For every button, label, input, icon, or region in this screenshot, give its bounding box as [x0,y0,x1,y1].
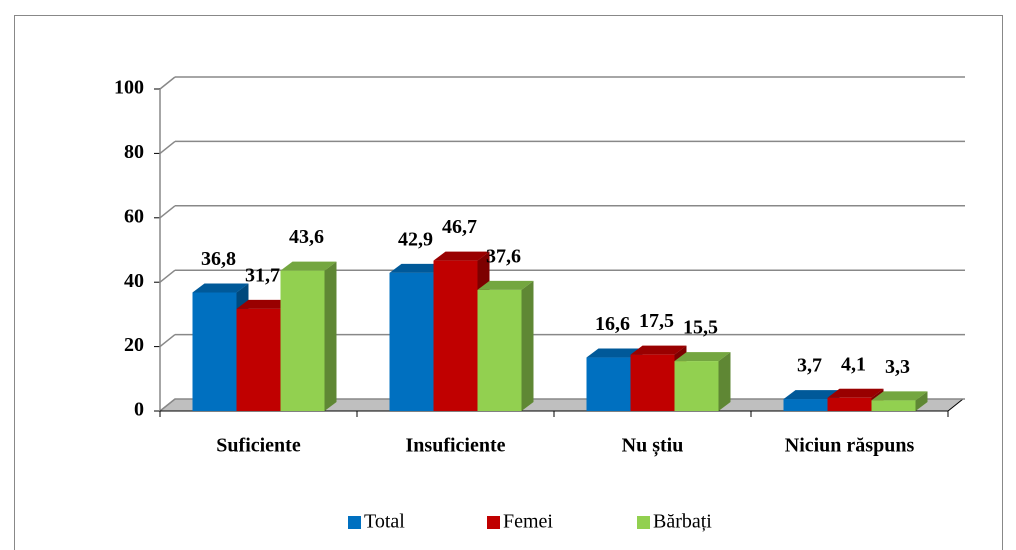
bar-top-shade [192,283,249,293]
bar [827,397,872,411]
bar [389,272,434,411]
bar-top-shade [586,348,643,358]
bar-side-shade [718,352,731,411]
legend-label: Femei [503,511,553,533]
bar-top [280,261,337,271]
legend-swatch [487,516,500,529]
grid-diagonal [159,398,176,412]
data-label: 37,6 [486,246,521,268]
legend-swatch [637,516,650,529]
bar-top-shade [827,388,884,398]
bar-top-shade [674,352,731,362]
bar-top [674,352,731,362]
bar-side [521,280,534,411]
y-tick-label: 100 [114,77,144,99]
data-label: 3,7 [797,355,822,377]
bar-side [718,352,731,411]
bar [236,308,281,411]
y-tick-label: 20 [124,334,144,356]
bar-top-shade [280,261,337,271]
x-tick-label: Niciun răspuns [785,435,915,457]
bar [871,400,916,411]
bar-side-shade [915,391,928,411]
grid-diagonal [159,269,176,283]
grid-diagonal [159,76,176,90]
grid-diagonal [159,205,176,219]
bar-top-shade [477,280,534,290]
data-label: 46,7 [442,216,477,238]
bar-side [324,261,337,411]
bar-top [586,348,643,358]
data-label: 31,7 [245,265,280,287]
bar-top-shade [236,299,293,309]
y-tick-label: 80 [124,141,144,163]
bar-top [827,388,884,398]
legend-label: Total [364,511,405,533]
bar [433,260,478,411]
bar [783,399,828,411]
data-label: 17,5 [639,310,674,332]
bar [586,357,631,411]
grid-diagonal [159,334,176,348]
y-tick-label: 40 [124,270,144,292]
bar [477,289,522,411]
legend-label: Bărbați [653,511,712,533]
data-label: 3,3 [885,356,910,378]
data-label: 36,8 [201,248,236,270]
bar-top [192,283,249,293]
bar [192,292,237,411]
bar-top [389,263,446,273]
bar-top-shade [630,345,687,355]
data-label: 15,5 [683,317,718,339]
data-label: 4,1 [841,353,866,375]
data-label: 43,6 [289,226,324,248]
bar [280,270,325,411]
bar-top-shade [871,391,928,401]
y-tick-label: 0 [134,399,144,421]
x-tick-label: Suficiente [216,435,301,457]
grid-diagonal [159,140,176,154]
bar-top [433,251,490,261]
bar [674,361,719,411]
bar-side-shade [521,280,534,411]
legend-swatch [348,516,361,529]
bar-top-shade [433,251,490,261]
bar-side-shade [324,261,337,411]
bar-top-shade [783,390,840,400]
bar-top [477,280,534,290]
bar-side [915,391,928,411]
bar-top-shade [389,263,446,273]
y-tick-label: 60 [124,205,144,227]
bar [630,354,675,411]
bar-top [630,345,687,355]
bar-top [783,390,840,400]
bar-top [871,391,928,401]
data-label: 42,9 [398,228,433,250]
bar-top [236,299,293,309]
data-label: 16,6 [595,313,630,335]
x-tick-label: Insuficiente [406,435,506,457]
x-tick-label: Nu știu [622,435,684,458]
